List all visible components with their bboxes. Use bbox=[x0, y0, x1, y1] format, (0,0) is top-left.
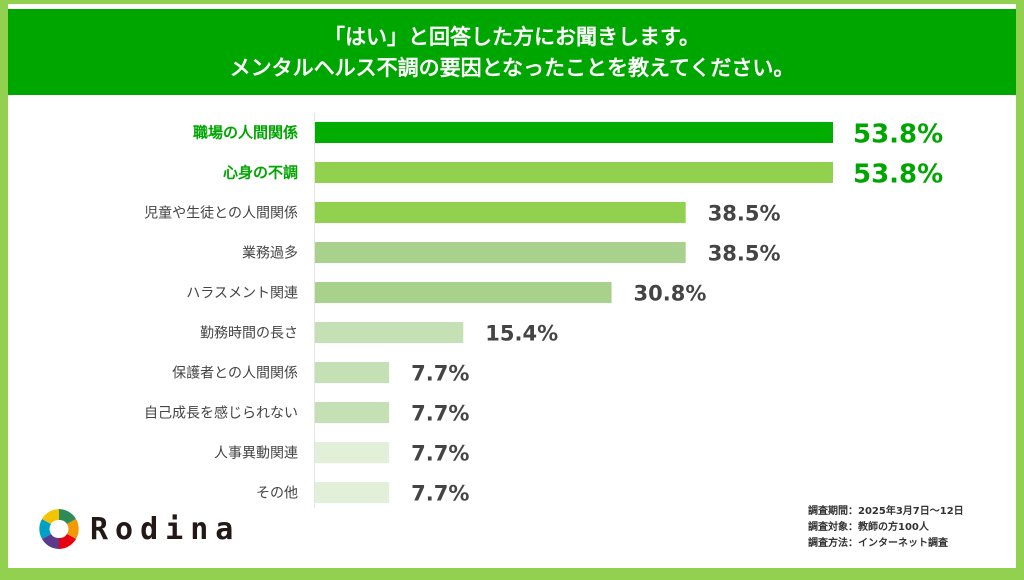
survey-notes: 調査期間：2025年3月7日～12日 調査対象：教師の方100人 調査方法：イン… bbox=[808, 504, 964, 552]
bar-0 bbox=[315, 122, 833, 143]
bar-2 bbox=[315, 202, 686, 223]
title-line-2: メンタルヘルス不調の要因となったことを教えてください。 bbox=[229, 56, 795, 80]
bar-9 bbox=[315, 482, 390, 503]
value-label: 30.8% bbox=[634, 282, 707, 306]
category-label: 児童や生徒との人間関係 bbox=[144, 205, 298, 222]
survey-target: 調査対象：教師の方100人 bbox=[808, 522, 929, 533]
category-label: 勤務時間の長さ bbox=[200, 326, 298, 342]
value-label: 15.4% bbox=[485, 322, 558, 346]
value-label: 53.8% bbox=[853, 160, 943, 190]
y-axis-line bbox=[314, 113, 315, 508]
value-label: 53.8% bbox=[853, 120, 943, 150]
bar-3 bbox=[315, 242, 686, 263]
category-label: 人事異動関連 bbox=[214, 446, 298, 462]
category-label: 職場の人間関係 bbox=[193, 124, 298, 142]
chart-title: 「はい」と回答した方にお聞きします。 メンタルヘルス不調の要因となったことを教え… bbox=[8, 9, 1016, 95]
survey-method: 調査方法：インターネット調査 bbox=[808, 538, 948, 549]
bar-1 bbox=[315, 162, 833, 183]
bar-7 bbox=[315, 402, 390, 423]
survey-period: 調査期間：2025年3月7日～12日 bbox=[808, 506, 964, 517]
value-label: 38.5% bbox=[708, 242, 781, 266]
bar-8 bbox=[315, 442, 390, 463]
brand-logo: Rodina bbox=[38, 508, 240, 550]
aperture-logo-icon bbox=[39, 509, 79, 549]
bar-4 bbox=[315, 282, 612, 303]
category-label: 業務過多 bbox=[242, 245, 298, 262]
brand-name: Rodina bbox=[90, 511, 241, 547]
category-label: 心身の不調 bbox=[223, 164, 298, 182]
title-line-1: 「はい」と回答した方にお聞きします。 bbox=[324, 25, 700, 49]
bar-6 bbox=[315, 362, 390, 383]
value-label: 7.7% bbox=[411, 362, 469, 386]
category-label: ハラスメント関連 bbox=[186, 286, 298, 302]
value-label: 7.7% bbox=[411, 442, 469, 466]
value-label: 38.5% bbox=[708, 202, 781, 226]
value-label: 7.7% bbox=[411, 482, 469, 506]
value-label: 7.7% bbox=[411, 402, 469, 426]
category-label: 保護者との人間関係 bbox=[172, 366, 298, 382]
category-label: その他 bbox=[256, 486, 298, 502]
category-label: 自己成長を感じられない bbox=[144, 405, 298, 422]
bar-5 bbox=[315, 322, 464, 343]
